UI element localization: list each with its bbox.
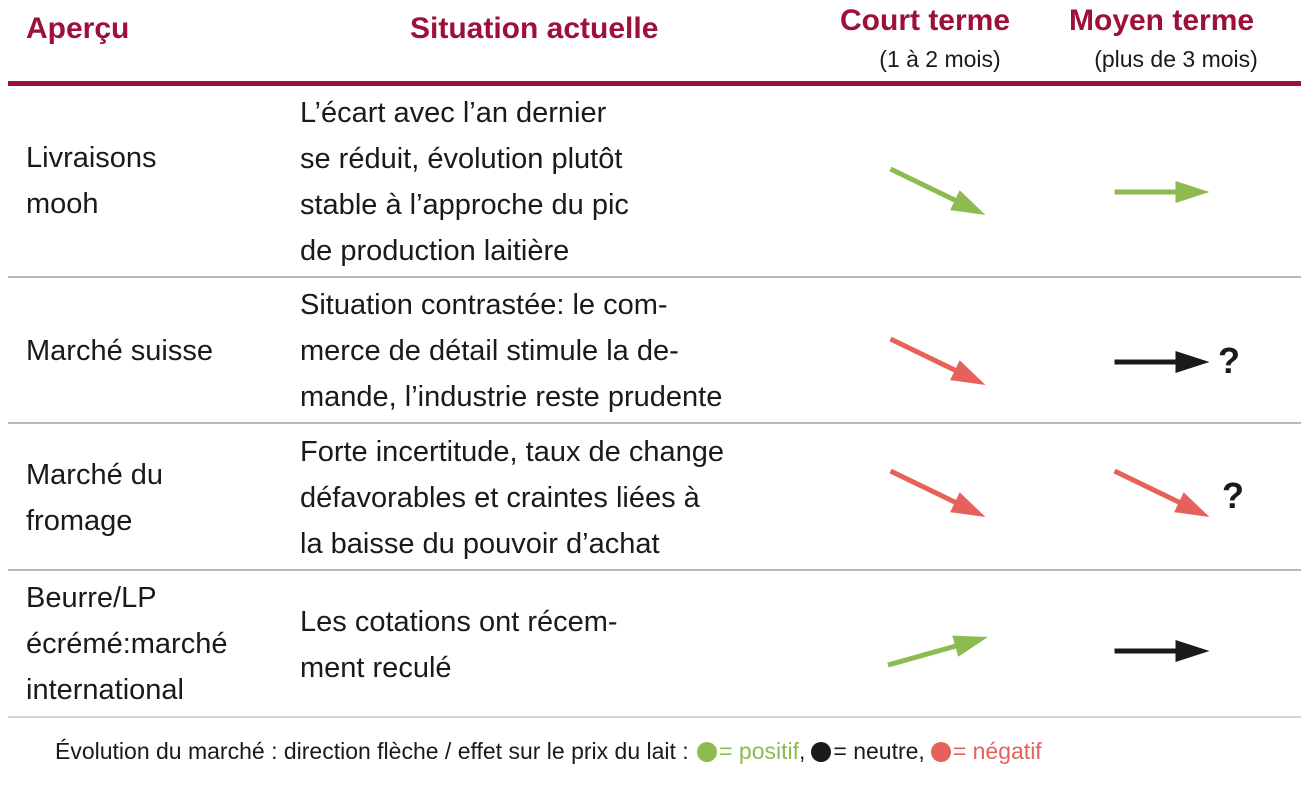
neutral-dot-icon (811, 742, 832, 762)
row-4-short-term-arrow-icon (887, 635, 988, 668)
legend-text: Évolution du marché : direction flèche /… (55, 738, 696, 764)
table-bottom-rule (8, 716, 1301, 718)
row-divider (8, 569, 1301, 571)
row-2-uncertain-mark: ? (1218, 340, 1240, 381)
row-2-overview: Marché suisse (26, 335, 213, 367)
row-4-overview: Beurre/LP écrémé:marché international (26, 582, 228, 706)
row-3-overview: Marché du fromage (26, 459, 164, 537)
row-divider (8, 422, 1301, 424)
header-overview: Aperçu (26, 12, 130, 45)
positive-dot-icon (697, 742, 718, 762)
row-1-short-term-arrow-icon (889, 166, 986, 215)
header-medium-term: Moyen terme (1069, 4, 1255, 37)
row-3-uncertain-mark: ? (1222, 475, 1244, 516)
row-1-medium-term-arrow-icon (1114, 181, 1210, 203)
header-situation: Situation actuelle (410, 12, 659, 45)
row-3-medium-term-arrow-icon (1113, 468, 1210, 517)
row-4-medium-term-arrow-icon (1114, 640, 1210, 662)
row-2-situation: Situation contrastée: le com- merce de d… (300, 289, 723, 413)
row-2-short-term-arrow-icon (889, 336, 986, 385)
header-short-term-sub: (1 à 2 mois) (879, 46, 1001, 72)
row-3-short-term-arrow-icon (889, 468, 986, 517)
header-short-term: Court terme (840, 4, 1011, 37)
header-medium-term-sub: (plus de 3 mois) (1094, 46, 1258, 72)
row-4-situation: Les cotations ont récem- ment reculé (300, 606, 618, 684)
legend: Évolution du marché : direction flèche /… (55, 738, 1042, 764)
row-2-medium-term-arrow-icon (1114, 351, 1210, 373)
legend-negative: = négatif (952, 738, 1042, 764)
legend-positive: = positif (719, 738, 799, 764)
row-3-situation: Forte incertitude, taux de change défavo… (300, 436, 724, 560)
row-divider (8, 276, 1301, 278)
header-rule (8, 81, 1301, 86)
negative-dot-icon (930, 742, 951, 762)
row-1-situation: L’écart avec l’an dernier se réduit, évo… (300, 97, 629, 267)
legend-neutral: = neutre, (833, 738, 925, 764)
row-1-overview: Livraisons mooh (26, 142, 157, 220)
